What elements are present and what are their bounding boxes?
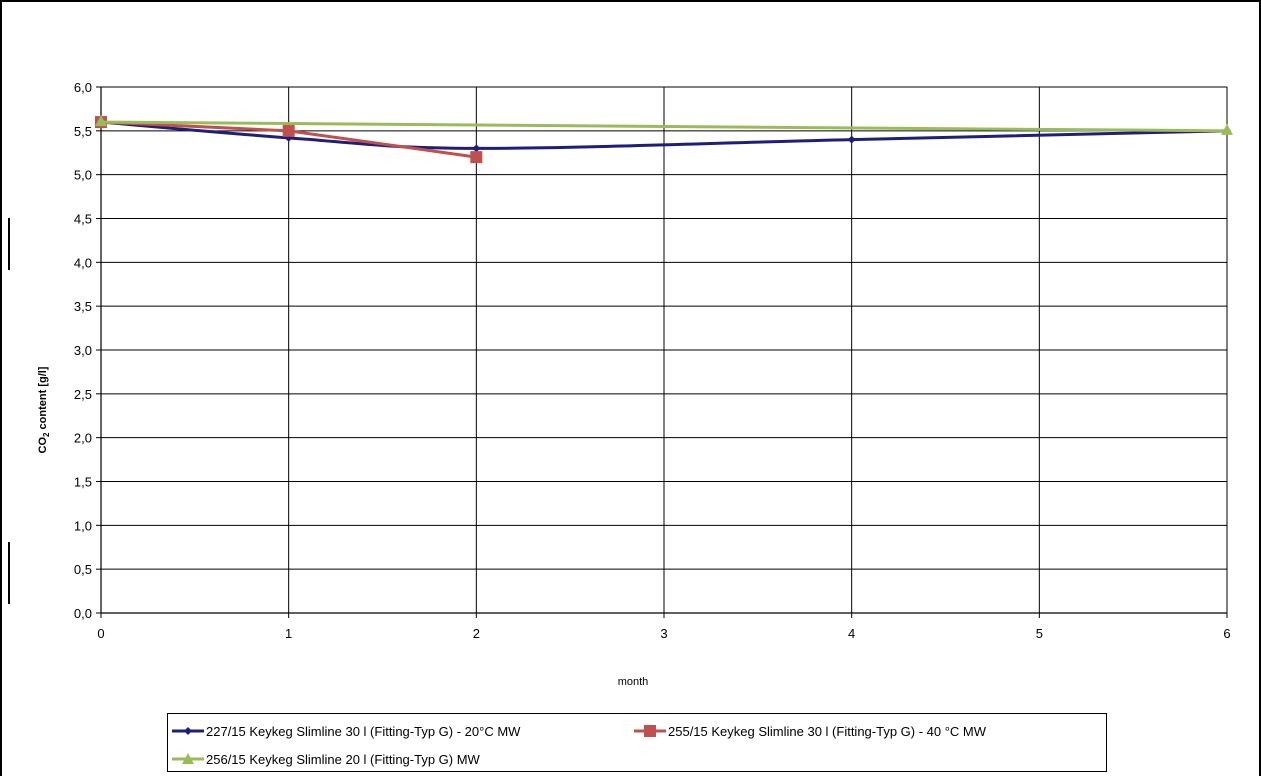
y-tick-label: 0,5	[74, 562, 92, 577]
y-tick-label: 3,0	[74, 343, 92, 358]
data-point-series-1	[472, 144, 481, 153]
y-tick-label: 4,5	[74, 212, 92, 227]
grid-layer	[100, 86, 1228, 614]
x-tick-label: 4	[848, 626, 855, 641]
y-tick-label: 2,0	[74, 431, 92, 446]
y-tick-label: 2,5	[74, 387, 92, 402]
left-edge-mark	[8, 218, 10, 270]
data-point-series-3	[95, 115, 107, 127]
legend-item: 227/15 Keykeg Slimline 30 l (Fitting-Typ…	[172, 722, 520, 740]
series-line-3	[100, 120, 1228, 133]
y-axis-title: CO2 content [g/l]	[37, 366, 51, 453]
data-point-series-3	[1221, 123, 1233, 135]
y-tick-label: 5,0	[74, 168, 92, 183]
y-tick-label: 6,0	[74, 80, 92, 95]
y-tick-label: 3,5	[74, 299, 92, 314]
legend-item: 255/15 Keykeg Slimline 30 l (Fitting-Typ…	[634, 722, 986, 740]
legend-label-series-2: 255/15 Keykeg Slimline 30 l (Fitting-Typ…	[668, 723, 987, 739]
legend-item: 256/15 Keykeg Slimline 20 l (Fitting-Typ…	[172, 750, 480, 768]
data-point-series-2	[470, 151, 483, 164]
x-tick-label: 0	[97, 626, 104, 641]
legend-label-series-1: 227/15 Keykeg Slimline 30 l (Fitting-Typ…	[206, 723, 521, 739]
legend-swatch-series-1	[172, 727, 204, 735]
series-layer	[95, 115, 1233, 164]
label-layer: 0,0 0,5 1,0 1,5 2,0 2,5 3,0 3,5 4,0 4,5 5,0 5,5 6,0 0…	[74, 80, 1231, 641]
data-point-series-1	[847, 135, 856, 144]
legend-label-series-3: 256/15 Keykeg Slimline 20 l (Fitting-Typ…	[206, 751, 480, 767]
legend: 227/15 Keykeg Slimline 30 l (Fitting-Typ…	[167, 713, 1107, 772]
left-edge-border	[0, 0, 2, 776]
axis-layer	[96, 86, 1228, 618]
y-tick-label: 1,5	[74, 475, 92, 490]
y-tick-label: 0,0	[74, 606, 92, 621]
y-tick-label: 1,0	[74, 518, 92, 533]
legend-swatch-series-2	[634, 725, 666, 737]
x-tick-label: 5	[1036, 626, 1043, 641]
y-tick-label: 5,5	[74, 124, 92, 139]
x-tick-label: 6	[1223, 626, 1230, 641]
y-tick-label: 4,0	[74, 255, 92, 270]
data-point-series-2	[282, 124, 295, 137]
legend-swatch-series-3	[172, 753, 204, 764]
series-line-1	[100, 120, 1228, 150]
x-tick-label: 1	[285, 626, 292, 641]
x-axis-title: month	[618, 676, 649, 688]
left-edge-mark	[8, 542, 10, 604]
x-tick-label: 3	[660, 626, 667, 641]
x-tick-label: 2	[473, 626, 480, 641]
